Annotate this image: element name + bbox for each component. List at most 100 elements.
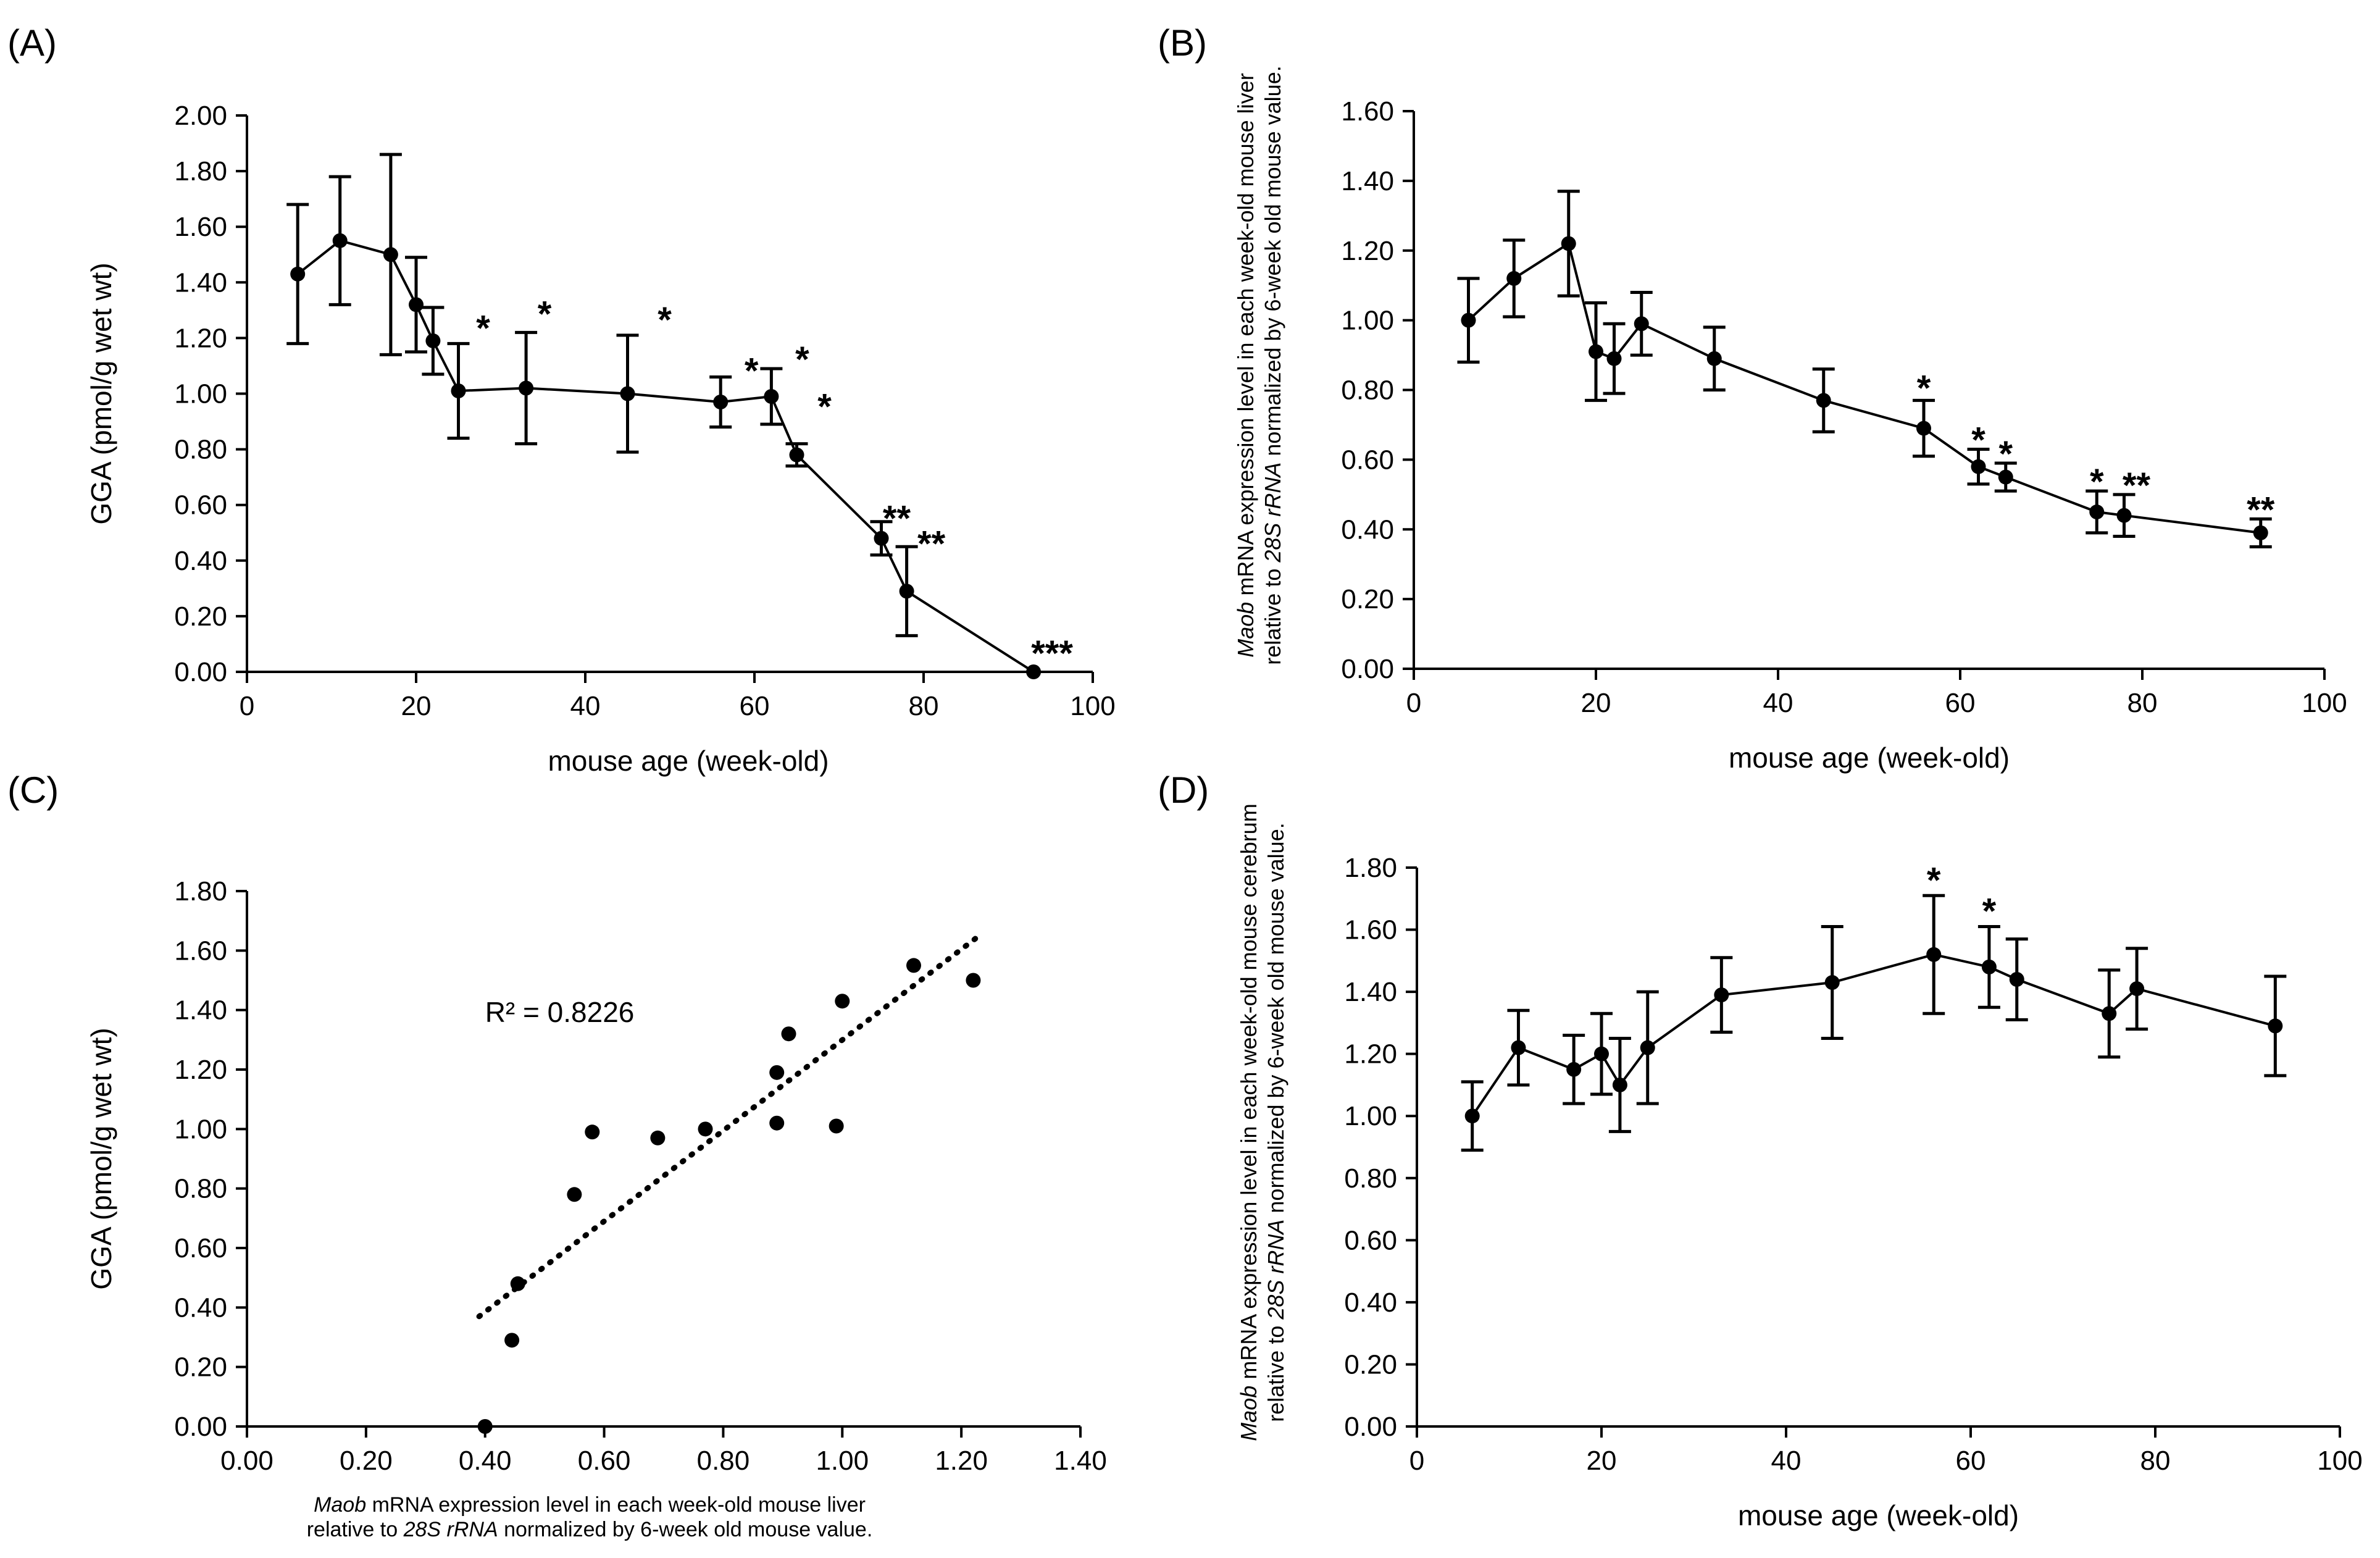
data-point — [1714, 987, 1729, 1003]
data-point — [1640, 1040, 1655, 1055]
panel-label: (C) — [7, 769, 59, 811]
data-point — [1511, 1040, 1526, 1055]
data-point — [764, 389, 779, 404]
x-axis-title-line: relative to 28S rRNA normalized by 6-wee… — [307, 1518, 873, 1541]
significance-marker: * — [476, 308, 490, 348]
x-tick-label: 0.20 — [340, 1446, 393, 1476]
data-point — [2129, 981, 2145, 997]
data-point — [477, 1419, 493, 1434]
y-tick-label: 1.00 — [174, 379, 227, 409]
data-point — [1589, 344, 1603, 359]
x-tick-label: 100 — [2317, 1446, 2362, 1476]
data-point — [1464, 1108, 1480, 1124]
x-axis-title: mouse age (week-old) — [1729, 742, 2010, 774]
y-axis-title-line: relative to 28S rRNA normalized by 6-wee… — [1263, 823, 1288, 1422]
x-tick-label: 60 — [1945, 688, 1976, 718]
y-axis-title-line: Maob mRNA expression level in each week-… — [1233, 73, 1258, 657]
data-point — [425, 333, 441, 348]
data-point — [1612, 1077, 1627, 1092]
y-tick-label: 1.00 — [174, 1114, 227, 1144]
y-tick-label: 0.80 — [174, 1174, 227, 1204]
x-tick-label: 0.00 — [220, 1446, 273, 1476]
data-point — [1026, 664, 1042, 679]
significance-marker: * — [1998, 434, 2013, 474]
x-axis-title: mouse age (week-old) — [548, 745, 829, 777]
x-tick-label: 0 — [240, 691, 254, 721]
y-tick-label: 0.80 — [174, 435, 227, 465]
significance-marker: * — [1982, 892, 1997, 932]
x-tick-label: 80 — [2127, 688, 2158, 718]
data-point — [1926, 947, 1942, 962]
data-point — [781, 1026, 796, 1042]
data-point — [290, 266, 306, 282]
y-tick-label: 1.60 — [174, 936, 227, 966]
significance-marker: ** — [2123, 466, 2151, 506]
significance-marker: * — [795, 340, 809, 380]
y-tick-label: 1.60 — [1344, 915, 1397, 945]
y-tick-label: 0.00 — [1341, 654, 1394, 684]
significance-marker: * — [745, 351, 759, 391]
data-point — [620, 386, 635, 401]
data-point — [2253, 525, 2268, 540]
data-point — [504, 1333, 520, 1348]
data-point — [874, 530, 889, 546]
data-point — [585, 1125, 600, 1140]
data-point — [2089, 505, 2105, 520]
x-tick-label: 0 — [1409, 1446, 1424, 1476]
y-tick-label: 1.40 — [1344, 977, 1397, 1007]
significance-marker: * — [538, 294, 552, 334]
data-point — [2116, 508, 2132, 523]
x-tick-label: 1.00 — [816, 1446, 869, 1476]
x-tick-label: 0.80 — [697, 1446, 750, 1476]
data-point — [769, 1115, 785, 1131]
y-tick-label: 0.20 — [174, 1352, 227, 1383]
significance-marker: * — [817, 387, 832, 427]
data-point — [835, 994, 850, 1009]
x-tick-label: 0 — [1406, 688, 1421, 718]
data-point — [1816, 393, 1831, 408]
data-point — [966, 973, 981, 988]
data-point — [650, 1130, 666, 1145]
data-point — [698, 1121, 713, 1137]
y-tick-label: 0.40 — [174, 1292, 227, 1323]
data-point — [519, 380, 534, 396]
x-tick-label: 40 — [1771, 1446, 1802, 1476]
data-point — [1916, 421, 1931, 436]
data-point — [1561, 236, 1576, 251]
significance-marker: *** — [1031, 634, 1073, 674]
y-axis-title-line: relative to 28S rRNA normalized by 6-wee… — [1260, 65, 1285, 664]
data-point — [899, 584, 914, 599]
data-point — [1594, 1046, 1609, 1062]
panel-c: (C) 0.00 0.20 0.40 0.60 0.80 1.00 1.20 1.40 1.60 1… — [7, 769, 1107, 1541]
x-axis-title-line: Maob mRNA expression level in each week-… — [314, 1493, 866, 1517]
y-tick-label: 1.80 — [174, 876, 227, 907]
data-point — [1971, 459, 1986, 474]
data-point — [510, 1276, 525, 1291]
y-tick-label: 2.00 — [174, 101, 227, 131]
series-line — [1471, 953, 2276, 1117]
y-tick-label: 1.80 — [1344, 853, 1397, 883]
y-tick-label: 1.20 — [174, 1055, 227, 1085]
y-tick-label: 0.20 — [1344, 1349, 1397, 1380]
y-tick-label: 0.80 — [1344, 1163, 1397, 1194]
y-tick-label: 1.60 — [174, 212, 227, 242]
y-tick-label: 0.00 — [1344, 1412, 1397, 1442]
y-tick-label: 1.40 — [174, 267, 227, 298]
y-tick-label: 1.80 — [174, 156, 227, 186]
r-squared-label: R² = 0.8226 — [485, 996, 635, 1028]
panel-a: (A) 0.00 0.20 0.40 0.60 0.80 1.00 1.20 1.40 1.60 1… — [7, 22, 1116, 777]
y-tick-label: 0.40 — [1341, 514, 1394, 545]
data-point — [769, 1065, 785, 1080]
y-tick-label: 0.40 — [1344, 1288, 1397, 1318]
data-point — [332, 233, 348, 248]
y-tick-label: 1.20 — [1344, 1039, 1397, 1070]
y-tick-label: 0.00 — [174, 1412, 227, 1442]
x-axis-title: mouse age (week-old) — [1738, 1499, 2019, 1531]
significance-marker: ** — [2247, 490, 2275, 530]
x-tick-label: 1.20 — [935, 1446, 988, 1476]
panel-b: (B) 0.00 0.20 0.40 0.60 0.80 1.00 1.20 1.40 1.60 0… — [1158, 22, 2347, 774]
y-tick-label: 1.00 — [1341, 306, 1394, 336]
series-line — [296, 239, 1035, 673]
data-point — [829, 1118, 844, 1134]
